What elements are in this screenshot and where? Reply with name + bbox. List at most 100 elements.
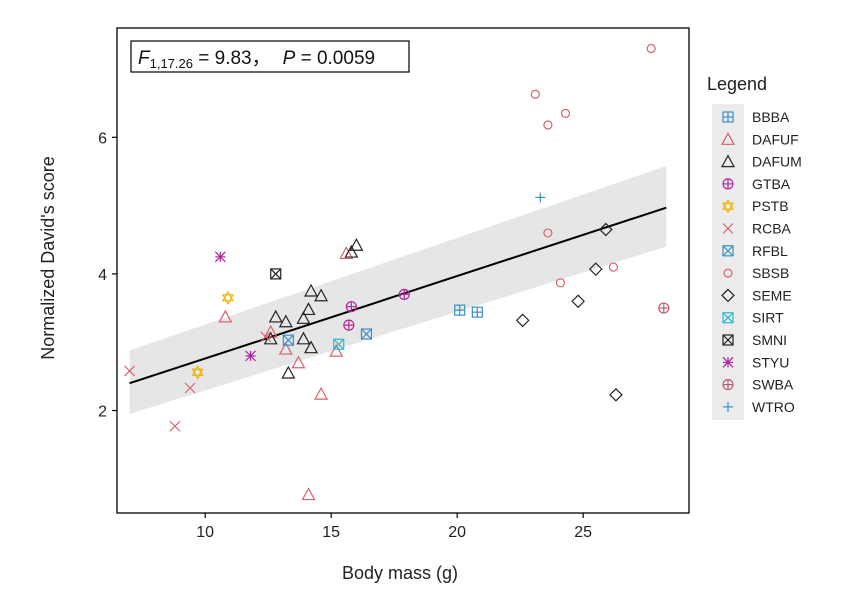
legend: BBBA DAFUF DAFUM GTBA PSTB RCBA RFBL SBSB SEME SI… — [720, 109, 802, 415]
legend-label: SEME — [752, 287, 792, 303]
stats-annotation-text: F1,17.26 = 9.83， P = 0.0059 — [138, 48, 375, 71]
data-point — [471, 306, 483, 318]
series-sirt — [333, 338, 345, 350]
series-bbba — [454, 304, 483, 318]
data-point — [515, 313, 530, 328]
f-symbol: F — [138, 48, 151, 69]
data-point — [169, 420, 181, 432]
legend-item-styu: STYU — [722, 354, 789, 370]
series-pstb — [191, 290, 234, 380]
data-point — [608, 262, 619, 272]
data-point — [543, 228, 553, 238]
legend-item-pstb: PSTB — [721, 198, 789, 214]
legend-marker — [722, 178, 734, 190]
legend-marker — [722, 245, 734, 257]
legend-title: Legend — [707, 74, 767, 94]
data-point — [535, 192, 546, 203]
x-tick-label: 10 — [196, 524, 214, 541]
legend-label: SBSB — [752, 265, 789, 281]
data-point — [454, 304, 466, 316]
series-smni — [270, 268, 282, 280]
legend-label: SMNI — [752, 332, 787, 348]
legend-marker — [721, 198, 735, 214]
legend-label: SIRT — [752, 310, 784, 326]
legend-label: RFBL — [752, 243, 788, 259]
data-point — [263, 324, 278, 338]
data-point — [333, 338, 345, 350]
legend-item-gtba: GTBA — [722, 176, 791, 192]
data-point — [184, 382, 196, 394]
data-point — [296, 331, 311, 345]
stats-annotation-box — [130, 40, 410, 73]
legend-marker — [722, 223, 734, 234]
series-rfbl — [282, 328, 373, 346]
legend-label: STYU — [752, 354, 789, 370]
y-tick-label: 4 — [98, 267, 107, 284]
data-point — [646, 43, 656, 54]
series-swba — [658, 302, 670, 314]
data-point — [301, 487, 316, 501]
data-point — [543, 120, 553, 130]
legend-label: GTBA — [752, 176, 791, 192]
data-point — [221, 290, 234, 306]
legend-item-sirt: SIRT — [722, 310, 784, 326]
legend-marker — [723, 268, 733, 278]
series-rcba — [124, 331, 272, 432]
data-point — [268, 309, 283, 323]
x-axis-title: Body mass (g) — [342, 563, 458, 583]
f-subscript: 1,17.26 — [150, 56, 193, 71]
legend-label: DAFUF — [752, 131, 799, 147]
legend-marker — [722, 334, 734, 346]
data-point — [304, 340, 319, 354]
plot-layer — [117, 28, 689, 513]
legend-item-rcba: RCBA — [722, 221, 792, 237]
data-point — [218, 309, 233, 323]
series-styu — [214, 251, 256, 362]
legend-key-background — [712, 104, 744, 420]
legend-label: DAFUM — [752, 154, 802, 170]
data-point — [571, 294, 585, 309]
data-point — [609, 387, 623, 402]
legend-marker — [722, 312, 734, 324]
y-tick-label: 2 — [98, 404, 107, 421]
series-dafum — [263, 237, 364, 379]
data-point — [398, 288, 410, 301]
data-point — [124, 365, 136, 377]
series-wtro — [535, 192, 546, 203]
p-symbol: P — [283, 48, 296, 69]
data-point — [314, 386, 329, 400]
data-point — [314, 288, 329, 302]
plot-frame — [116, 27, 690, 514]
data-point — [304, 283, 319, 297]
legend-item-bbba: BBBA — [722, 109, 790, 125]
data-point — [281, 365, 296, 379]
data-point — [301, 302, 316, 316]
legend-marker — [722, 379, 734, 391]
data-point — [598, 222, 613, 237]
f-value: = 9.83， — [193, 48, 271, 69]
data-point — [260, 331, 272, 343]
data-point — [344, 244, 359, 258]
x-tick-label: 15 — [322, 524, 340, 541]
y-axis-title: Normalized David's score — [38, 156, 58, 360]
data-point — [270, 268, 282, 280]
legend-label: RCBA — [752, 221, 792, 237]
data-point — [588, 262, 603, 276]
legend-marker — [721, 288, 735, 303]
data-point — [329, 343, 344, 357]
legend-marker — [723, 401, 733, 412]
data-point — [555, 278, 566, 288]
regression-line — [129, 206, 667, 385]
legend-marker — [722, 356, 734, 368]
legend-item-wtro: WTRO — [723, 399, 795, 415]
data-point — [296, 311, 311, 324]
data-point — [560, 108, 571, 118]
data-point — [291, 355, 306, 369]
data-point — [214, 251, 226, 263]
legend-marker — [720, 132, 736, 145]
legend-label: WTRO — [752, 399, 795, 415]
data-point — [278, 341, 293, 355]
data-point — [278, 314, 293, 328]
x-tick-label: 20 — [448, 524, 466, 541]
legend-item-smni: SMNI — [722, 332, 787, 348]
